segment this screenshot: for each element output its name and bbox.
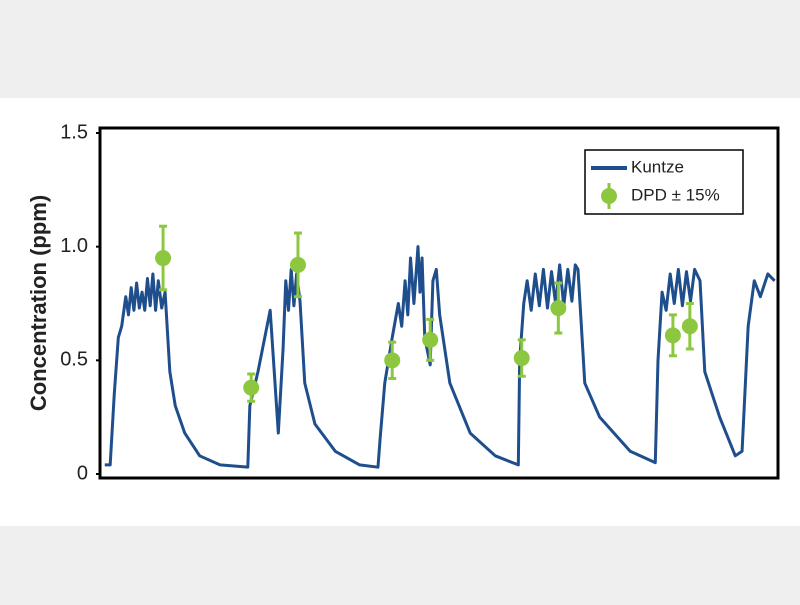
line: [104, 245, 776, 469]
plot-frame: [98, 126, 780, 480]
point: [681, 318, 698, 335]
y-tick-label: 1.0: [60, 235, 88, 257]
point: [289, 256, 306, 273]
legend-swatch: [601, 188, 617, 204]
legend-label: DPD ± 15%: [631, 185, 720, 204]
y-axis-label: Concentration (ppm): [26, 195, 51, 411]
point: [155, 250, 172, 267]
point: [384, 352, 401, 369]
y-tick-label: 1.5: [60, 121, 88, 143]
point: [664, 327, 681, 344]
y-tick-label: 0: [77, 462, 88, 484]
point: [513, 350, 530, 367]
point: [550, 300, 567, 317]
legend-label: Kuntze: [631, 157, 684, 176]
y-tick-label: 0.5: [60, 349, 88, 371]
point: [422, 331, 439, 348]
point: [243, 379, 260, 396]
